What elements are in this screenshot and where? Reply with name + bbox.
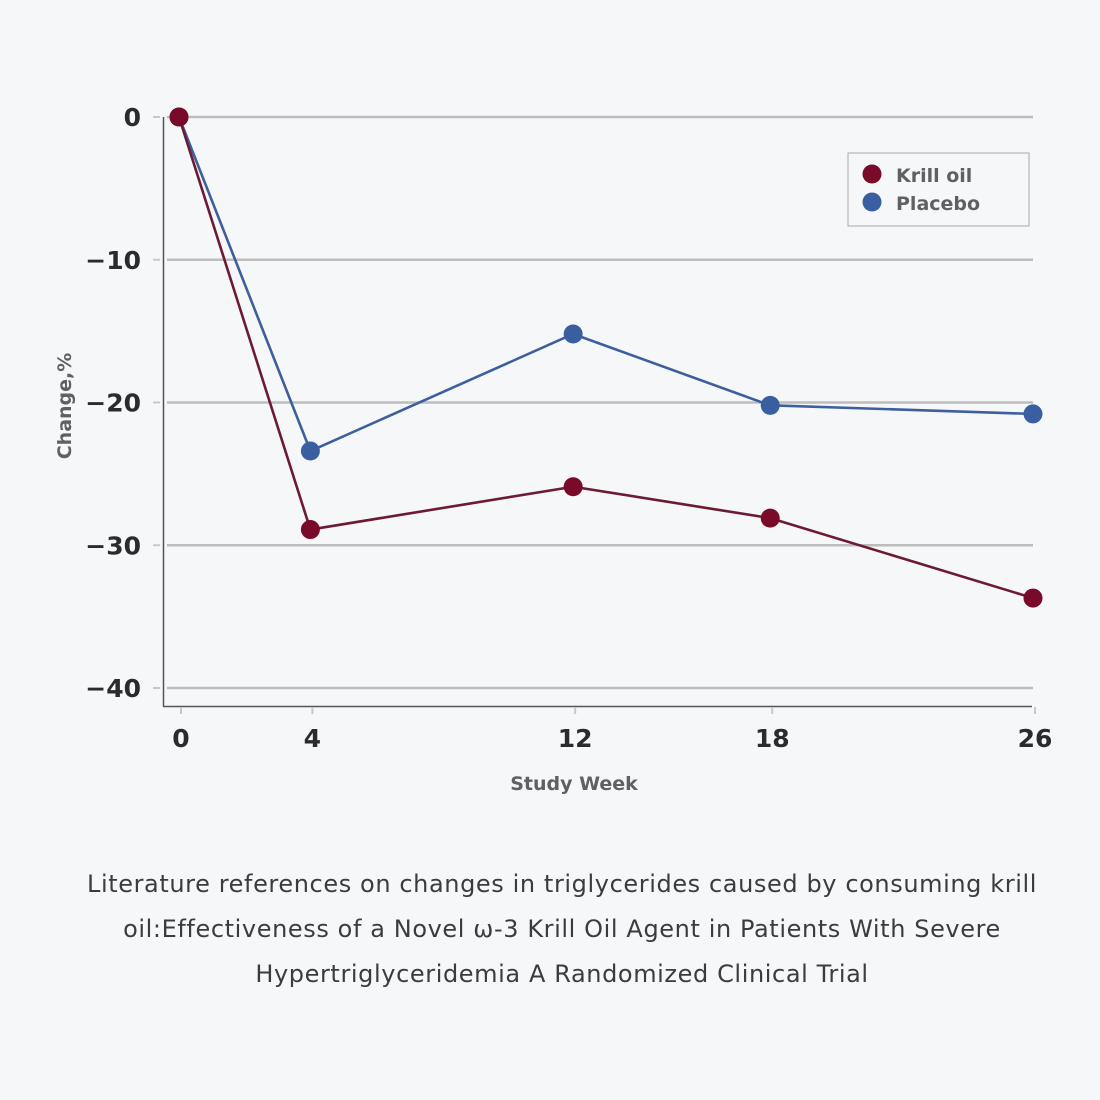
data-point-placebo <box>563 324 583 344</box>
y-tick-label: −10 <box>85 246 141 275</box>
figure-caption: Literature references on changes in trig… <box>86 870 1038 988</box>
x-tick-label: 18 <box>755 724 790 753</box>
data-point-krill-oil <box>563 477 583 497</box>
legend: Krill oil Placebo <box>847 152 1030 227</box>
x-tick-label: 26 <box>1018 724 1053 753</box>
grid <box>167 115 1033 690</box>
data-point-placebo <box>760 395 780 415</box>
data-point-krill-oil <box>760 508 780 528</box>
y-tick-label: 0 <box>124 103 141 132</box>
legend-label: Krill oil <box>896 165 972 187</box>
legend-marker <box>862 192 882 212</box>
y-axis-title: Change,% <box>54 353 76 460</box>
x-tick-label: 12 <box>558 724 593 753</box>
tick-labels: 0 −10 −20 −30 −40 0 4 12 18 26 <box>85 103 1052 753</box>
data-point-krill-oil <box>169 107 189 127</box>
y-tick-label: −20 <box>85 389 141 418</box>
series <box>169 107 1043 608</box>
x-axis-title: Study Week <box>510 773 638 795</box>
y-tick-label: −40 <box>85 674 141 703</box>
x-tick-label: 0 <box>172 724 189 753</box>
data-point-krill-oil <box>1023 588 1043 608</box>
data-point-placebo <box>1023 404 1043 424</box>
x-tick-label: 4 <box>304 724 321 753</box>
legend-label: Placebo <box>896 193 980 215</box>
data-point-placebo <box>300 441 320 461</box>
axes <box>153 116 1036 714</box>
y-tick-label: −30 <box>85 531 141 560</box>
data-point-krill-oil <box>300 520 320 540</box>
legend-marker <box>862 164 882 184</box>
legend-box <box>847 152 1030 227</box>
